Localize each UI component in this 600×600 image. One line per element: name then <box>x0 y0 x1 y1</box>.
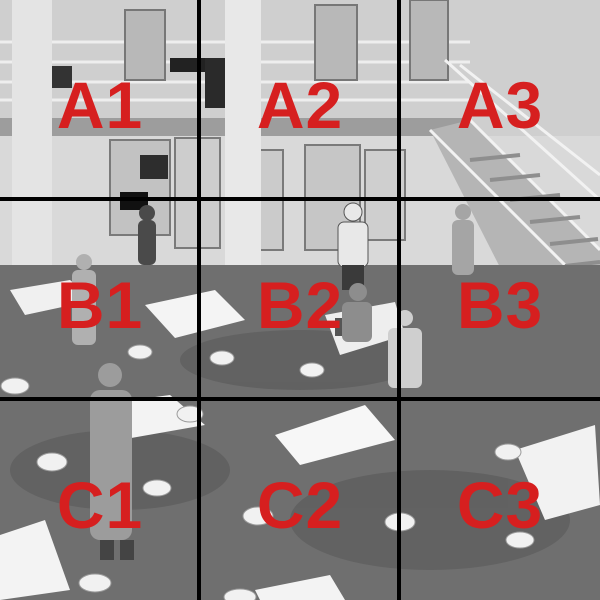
pillars <box>12 0 261 290</box>
cell-label-c2: C2 <box>256 468 344 542</box>
grid-line-horizontal-1 <box>0 197 600 201</box>
cell-label-a3: A3 <box>456 68 544 142</box>
cell-label-b2: B2 <box>256 268 344 342</box>
people <box>72 202 474 560</box>
grid-line-horizontal-2 <box>0 397 600 401</box>
grid-line-vertical-1 <box>197 0 201 600</box>
cell-label-b1: B1 <box>56 268 144 342</box>
cell-label-c3: C3 <box>456 468 544 542</box>
stools <box>0 344 535 600</box>
cell-label-a2: A2 <box>256 68 344 142</box>
grid-line-vertical-2 <box>397 0 401 600</box>
cell-label-b3: B3 <box>456 268 544 342</box>
cell-label-c1: C1 <box>56 468 144 542</box>
tables <box>0 280 600 600</box>
cell-label-a1: A1 <box>56 68 144 142</box>
back-wall <box>0 0 600 140</box>
